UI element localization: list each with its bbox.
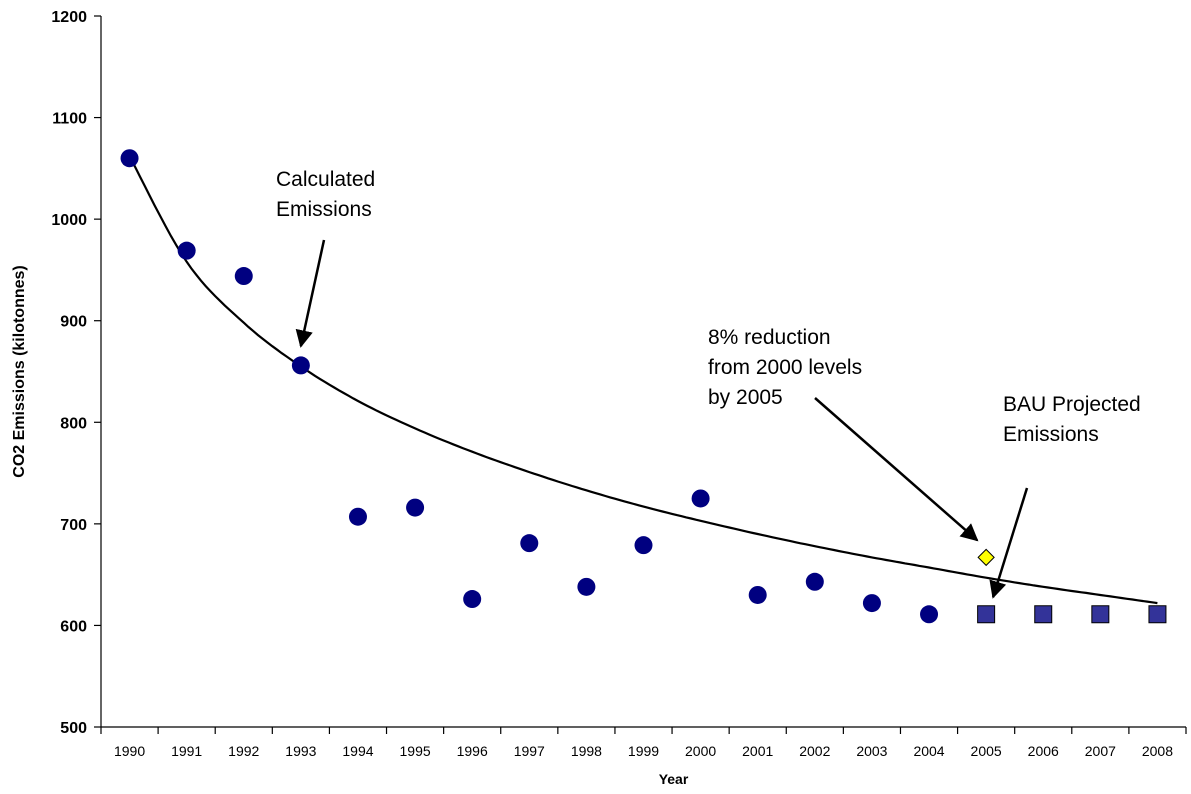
x-tick-label: 2005 [971, 743, 1002, 759]
y-tick-label: 900 [60, 314, 87, 331]
data-point-circle [691, 489, 710, 508]
x-tick-label: 2004 [913, 743, 944, 759]
x-tick-label: 2001 [742, 743, 773, 759]
x-tick-labels: 1990 1991 1992 1993 1994 1995 1996 1997 1998 1999… [114, 743, 1173, 759]
x-axis-title: Year [659, 771, 689, 787]
x-tick-label: 1995 [400, 743, 431, 759]
x-tick-label: 1992 [228, 743, 259, 759]
x-tick-label: 1990 [114, 743, 145, 759]
x-tick-label: 1997 [514, 743, 545, 759]
data-point-circle [805, 572, 824, 591]
x-tick-label: 2007 [1085, 743, 1116, 759]
data-point-diamond [977, 548, 995, 567]
data-point-circle [463, 590, 482, 609]
annotation-text: by 2005 [708, 386, 783, 409]
annotation-text: Emissions [1003, 423, 1099, 446]
x-tick-label: 2008 [1142, 743, 1173, 759]
trendline-layer [128, 155, 1158, 605]
x-tick-label: 2000 [685, 743, 716, 759]
chart-axes [94, 15, 1187, 734]
data-point-square [1148, 605, 1167, 624]
data-point-circle [577, 577, 596, 596]
x-tick-label: 1993 [285, 743, 316, 759]
y-tick-label: 1200 [51, 9, 87, 26]
y-tick-label: 1000 [51, 212, 87, 229]
x-tick-label: 1996 [457, 743, 488, 759]
x-tick-label: 1991 [171, 743, 202, 759]
y-tick-label: 600 [60, 618, 87, 635]
y-tick-label: 1100 [52, 111, 87, 128]
data-point-circle [406, 498, 425, 517]
data-point-circle [862, 594, 881, 613]
y-axis-title: CO2 Emissions (kilotonnes) [11, 265, 28, 477]
x-tick-label: 1998 [571, 743, 602, 759]
data-point-circle [348, 507, 367, 526]
annotation-text: 8% reduction [708, 326, 831, 349]
data-point-circle [234, 267, 253, 286]
annotation-text: Emissions [276, 198, 372, 221]
y-tick-label: 800 [60, 415, 87, 432]
data-points-layer [120, 149, 1167, 624]
annotation-text: from 2000 levels [708, 356, 862, 379]
data-point-square [1034, 605, 1053, 624]
annotation-arrow [295, 239, 326, 348]
data-point-circle [748, 585, 767, 604]
annotation-text: BAU Projected [1003, 393, 1141, 416]
data-point-circle [920, 605, 939, 624]
x-tick-label: 1994 [342, 743, 373, 759]
annotation-text: Calculated [276, 168, 375, 191]
trendline [128, 155, 1158, 605]
annotations-layer: Calculated Emissions 8% reduction from 2000… [276, 168, 1141, 599]
data-point-circle [634, 536, 653, 555]
y-tick-labels: 500 600 700 800 900 1000 1100 1200 [51, 9, 87, 737]
data-point-circle [291, 356, 310, 375]
x-tick-label: 1999 [628, 743, 659, 759]
y-tick-label: 500 [60, 720, 87, 737]
x-tick-label: 2002 [799, 743, 830, 759]
data-point-circle [120, 149, 139, 168]
data-point-circle [177, 241, 196, 260]
data-point-square [977, 605, 996, 624]
x-tick-label: 2006 [1028, 743, 1059, 759]
y-tick-label: 700 [60, 517, 87, 534]
x-tick-label: 2003 [856, 743, 887, 759]
data-point-circle [520, 534, 539, 553]
data-point-square [1091, 605, 1110, 624]
annotation-arrow [814, 397, 979, 542]
annotation-arrow [989, 487, 1029, 599]
